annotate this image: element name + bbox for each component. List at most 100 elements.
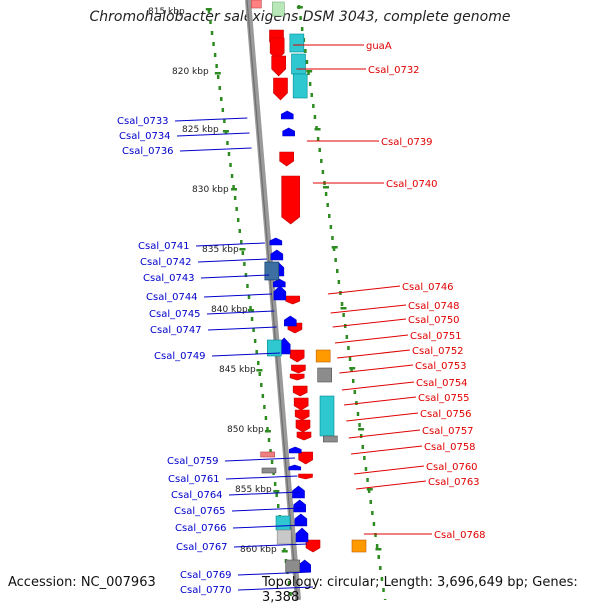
backbone-edge xyxy=(246,0,298,600)
tick-dot-outer xyxy=(353,390,357,394)
reverse-gene-leader xyxy=(179,147,252,152)
tick-dot-outer xyxy=(379,566,382,570)
tick-dot-outer xyxy=(355,401,358,405)
tick-dot-outer xyxy=(374,533,377,537)
tick-dot-inner xyxy=(287,581,291,585)
forward-gene-leader xyxy=(346,412,419,422)
forward-cds-arrow xyxy=(285,295,300,305)
reverse-cds-arrow xyxy=(288,446,302,454)
reverse-gene-leader xyxy=(231,507,302,512)
major-tick xyxy=(306,70,313,73)
reverse-gene-label: Csal_0764 xyxy=(171,490,223,501)
reverse-highlight-box xyxy=(275,515,291,531)
tick-dot-outer xyxy=(369,500,372,504)
reverse-gene-label: Csal_0749 xyxy=(154,351,206,362)
tick-dot-inner xyxy=(264,416,268,420)
tick-dot-outer xyxy=(337,280,341,284)
tick-dot-outer xyxy=(332,247,336,251)
forward-gene-label: Csal_0753 xyxy=(415,361,467,372)
major-tick xyxy=(366,488,373,491)
forward-cds-arrow xyxy=(298,473,313,480)
forward-gene-label: Csal_0732 xyxy=(368,65,420,76)
tick-dot-inner xyxy=(289,592,292,596)
major-tick xyxy=(281,550,288,553)
tick-dot-inner xyxy=(218,86,221,90)
major-tick xyxy=(231,188,238,191)
forward-cds-arrow xyxy=(292,385,308,397)
forward-highlight-box xyxy=(315,349,331,363)
reverse-gene-label: Csal_0770 xyxy=(180,585,232,596)
forward-gene-label: Csal_0752 xyxy=(412,346,464,357)
tick-dot-inner xyxy=(267,438,271,442)
tick-dot-inner xyxy=(209,20,212,24)
forward-cds-arrow xyxy=(293,397,309,411)
tick-dot-inner xyxy=(263,405,266,409)
forward-gene-leader xyxy=(327,285,401,295)
tick-dot-outer xyxy=(320,159,323,163)
tick-dot-outer xyxy=(367,489,371,493)
reverse-gene-leader xyxy=(206,310,275,315)
forward-cds-arrow xyxy=(298,451,313,465)
reverse-highlight-box xyxy=(261,467,277,474)
major-tick xyxy=(205,8,212,11)
forward-highlight-box xyxy=(323,435,338,443)
forward-gene-label: Csal_0757 xyxy=(422,426,474,437)
forward-gene-leader xyxy=(356,480,427,490)
tick-dot-inner xyxy=(250,317,254,321)
forward-gene-label: Csal_0758 xyxy=(424,442,476,453)
tick-dot-outer xyxy=(364,467,368,471)
forward-cds-arrow xyxy=(294,409,310,421)
major-tick xyxy=(349,367,356,370)
tick-dot-inner xyxy=(260,383,263,387)
reverse-gene-label: Csal_0741 xyxy=(138,241,190,252)
tick-dot-outer xyxy=(299,16,302,20)
kbp-label: 855 kbp xyxy=(235,485,272,495)
forward-gene-label: Csal_0760 xyxy=(426,462,478,473)
tick-dot-outer xyxy=(359,434,363,438)
tick-dot-outer xyxy=(328,214,331,218)
reverse-gene-label: Csal_0761 xyxy=(168,474,220,485)
reverse-gene-leader xyxy=(237,571,311,576)
tick-dot-inner xyxy=(241,251,245,255)
reverse-gene-leader xyxy=(195,242,265,247)
tick-dot-outer xyxy=(361,445,365,449)
tick-dot-inner xyxy=(246,284,249,288)
tick-dot-outer xyxy=(342,313,345,317)
tick-dot-inner xyxy=(253,339,257,343)
reverse-cds-arrow xyxy=(294,513,308,527)
genome-backbone xyxy=(245,0,301,600)
forward-gene-leader xyxy=(332,318,407,328)
tick-dot-inner xyxy=(266,427,269,431)
forward-gene-label: Csal_0746 xyxy=(402,282,454,293)
tick-dot-outer xyxy=(336,269,339,273)
forward-cds-arrow xyxy=(273,77,288,101)
tick-dot-outer xyxy=(356,412,360,416)
forward-gene-leader xyxy=(348,429,421,439)
tick-dot-outer xyxy=(313,115,317,119)
reverse-highlight-box xyxy=(267,339,282,357)
major-tick xyxy=(296,6,303,9)
tick-dot-inner xyxy=(255,350,258,354)
tick-dot-outer xyxy=(329,225,333,229)
forward-gene-label: Csal_0739 xyxy=(381,137,433,148)
forward-gene-label: guaA xyxy=(366,41,392,52)
reverse-gene-label: Csal_0759 xyxy=(167,456,219,467)
reverse-gene-label: Csal_0766 xyxy=(175,523,227,534)
tick-dot-inner xyxy=(227,152,231,156)
kbp-label: 835 kbp xyxy=(202,245,239,255)
tick-dot-inner xyxy=(277,504,280,508)
tick-dot-inner xyxy=(212,42,215,46)
tick-dot-inner xyxy=(275,493,278,497)
tick-dot-inner xyxy=(238,229,241,233)
forward-gene-leader xyxy=(330,304,407,314)
tick-dot-inner xyxy=(230,174,234,178)
reverse-cds-arrow xyxy=(295,527,309,543)
tick-dot-outer xyxy=(382,588,385,592)
tick-dot-inner xyxy=(229,163,232,167)
forward-gene-label: Csal_0740 xyxy=(386,179,438,190)
tick-dot-outer xyxy=(363,456,366,460)
topology-text: Topology: circular; Length: 3,696,649 bp… xyxy=(262,575,578,605)
reverse-gene-leader xyxy=(237,586,314,591)
forward-gene-leader xyxy=(343,396,417,406)
